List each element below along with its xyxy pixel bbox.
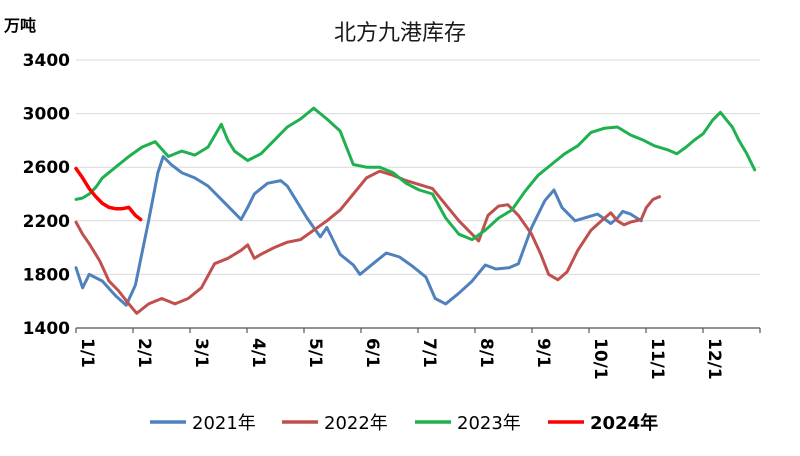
y-tick-label: 3400 xyxy=(23,51,70,71)
series-lines xyxy=(74,106,757,315)
x-tick-label: 5/1 xyxy=(305,338,325,368)
x-tick-label: 1/1 xyxy=(77,338,97,368)
x-tick-label: 3/1 xyxy=(191,338,211,368)
x-tick-label: 8/1 xyxy=(476,338,496,368)
y-tick-label: 3000 xyxy=(23,105,70,125)
legend-label: 2023年 xyxy=(457,413,521,434)
x-axis xyxy=(75,327,761,333)
legend: 2021年 2022年 2023年 2024年 xyxy=(150,412,658,434)
y-axis-unit: 万吨 xyxy=(3,16,36,35)
x-tick-label: 6/1 xyxy=(362,338,382,368)
x-tick-label: 2/1 xyxy=(134,338,154,368)
x-tick-label: 10/1 xyxy=(590,338,610,380)
series-line-2021年 xyxy=(74,155,643,307)
grid-lines xyxy=(76,59,760,275)
x-tick-label: 7/1 xyxy=(419,338,439,368)
series-line-2022年 xyxy=(74,169,662,315)
series-line-2024年 xyxy=(74,166,143,222)
y-tick-label: 2200 xyxy=(23,212,70,232)
legend-label: 2024年 xyxy=(590,412,658,434)
x-tick-label: 9/1 xyxy=(533,338,553,368)
y-tick-label: 1800 xyxy=(23,265,70,285)
legend-label: 2022年 xyxy=(324,413,388,434)
x-tick-label: 11/1 xyxy=(647,338,667,380)
y-tick-label: 2600 xyxy=(23,158,70,178)
legend-label: 2021年 xyxy=(192,413,256,434)
x-axis-ticks: 1/1 2/1 3/1 4/1 5/1 6/1 7/1 8/1 9/1 10/1 11/1 12/1 xyxy=(77,338,724,380)
chart-title: 北方九港库存 xyxy=(334,21,466,46)
series-line-2023年 xyxy=(74,106,757,242)
x-tick-label: 12/1 xyxy=(704,338,724,380)
y-axis-ticks: 3400 3000 2600 2200 1800 1400 xyxy=(23,51,70,339)
x-tick-label: 4/1 xyxy=(248,338,268,368)
y-tick-label: 1400 xyxy=(23,319,70,339)
